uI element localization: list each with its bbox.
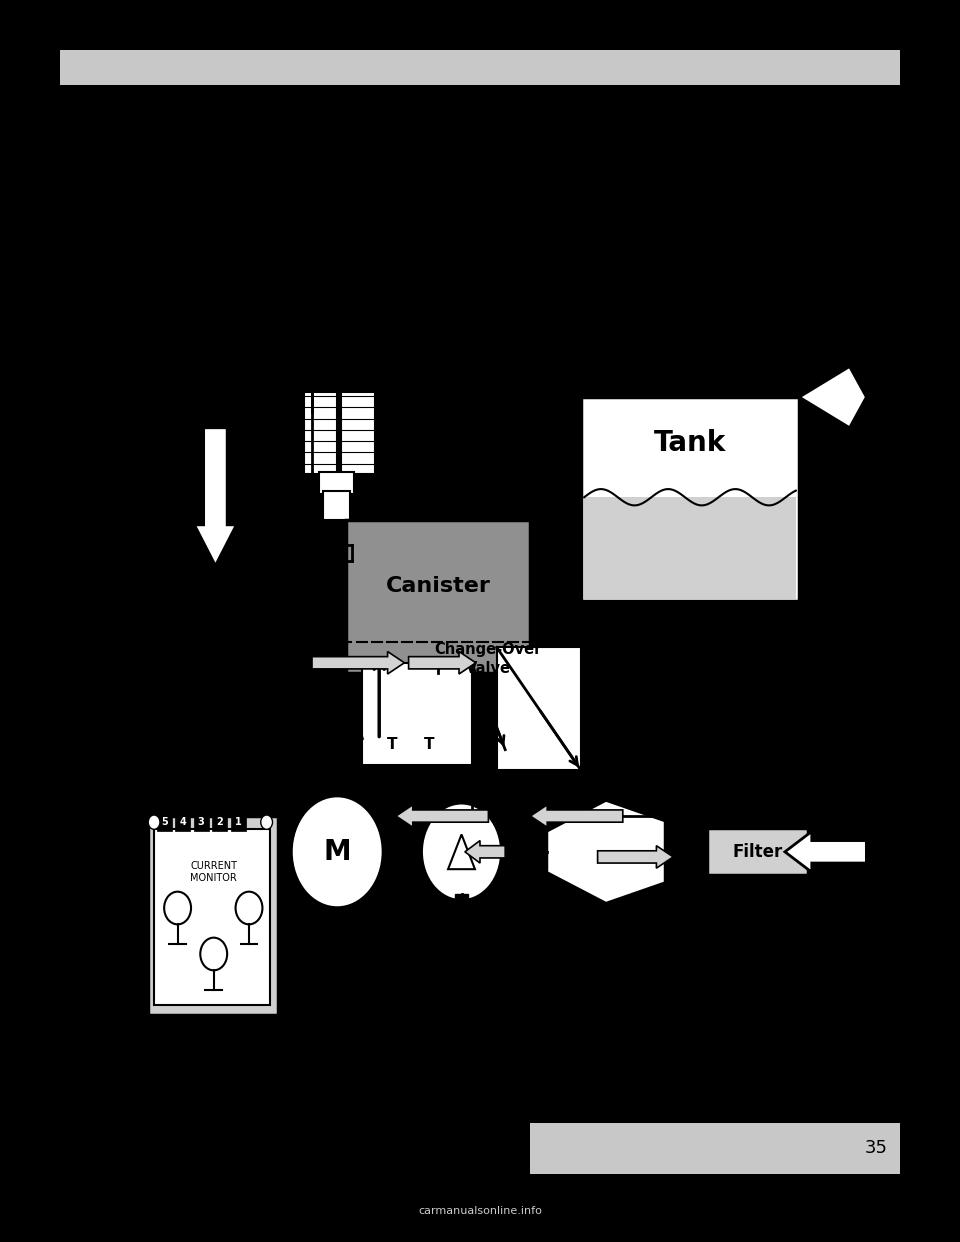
Polygon shape [799,366,866,427]
Text: 1: 1 [234,817,242,827]
Text: +: + [572,607,588,626]
Bar [581,397,799,601]
Text: Canister: Canister [386,576,491,596]
Bar [346,519,530,673]
Text: The ECM simultaneously monitors the pump motor current flow . The motor current : The ECM simultaneously monitors the pump… [75,224,960,302]
Circle shape [223,432,233,445]
Text: carmanualsonline.info: carmanualsonline.info [418,1206,542,1216]
Circle shape [261,815,273,830]
Bar [148,816,278,1015]
Polygon shape [448,835,475,869]
Bar [156,814,172,831]
Bar [323,491,349,519]
Bar [175,814,190,831]
Circle shape [291,796,383,908]
Bar [60,50,900,86]
Circle shape [235,892,262,924]
FancyArrow shape [312,652,404,674]
Bar [455,894,468,908]
Text: Engine: Engine [148,499,217,517]
Bar [230,814,246,831]
Bar [680,905,684,910]
Text: T: T [424,737,435,751]
Text: Purge
Valve: Purge Valve [337,356,386,390]
Circle shape [421,802,502,900]
Bar [319,472,354,494]
Text: Tank: Tank [654,428,726,457]
Text: 3: 3 [198,817,204,827]
Circle shape [164,892,191,924]
FancyArrow shape [409,652,476,674]
Bar [707,828,807,876]
Text: T: T [387,737,397,751]
FancyArrow shape [597,846,673,868]
Bar [530,1123,900,1174]
FancyArrow shape [465,841,505,863]
Bar [680,641,684,645]
Text: Fresh Air: Fresh Air [791,888,875,905]
Text: 35: 35 [864,1139,887,1158]
Text: 2: 2 [216,817,223,827]
Text: 0.5mm
Reference
Orifice: 0.5mm Reference Orifice [184,714,248,759]
Text: M: M [324,838,351,866]
Text: Electric
Motor LDP: Electric Motor LDP [694,642,780,676]
Text: CURRENT
MONITOR: CURRENT MONITOR [190,861,237,883]
Bar [194,814,208,831]
Text: PHASE 1 -  REFERENCE MEASUREMENT: PHASE 1 - REFERENCE MEASUREMENT [75,142,423,160]
Bar [584,497,796,600]
Text: Filter: Filter [732,843,782,861]
Polygon shape [547,801,664,903]
Circle shape [148,815,160,830]
Bar [264,641,268,645]
Bar [268,683,292,765]
Text: +: + [328,566,345,585]
Text: The ECM  activates the pump motor.  The pump pulls air from the filtered air inl: The ECM activates the pump motor. The pu… [75,173,960,209]
Text: 5: 5 [160,817,168,827]
Text: Change-Over
Valve: Change-Over Valve [435,642,542,676]
Bar [303,392,337,473]
Bar [154,830,270,1005]
FancyArrow shape [194,427,236,565]
Bar [497,647,581,770]
FancyArrow shape [530,805,623,827]
FancyArrow shape [396,805,489,827]
Circle shape [590,656,602,669]
Circle shape [201,938,228,970]
Bar [342,392,375,473]
Text: 4: 4 [180,817,186,827]
Text: Pump: Pump [437,913,486,928]
Bar [212,814,228,831]
Text: Throttle
Plate: Throttle Plate [148,376,211,407]
Bar [178,376,184,622]
Bar [264,905,268,910]
FancyArrow shape [785,831,866,872]
Text: LEAK DIAGNOSIS TEST: LEAK DIAGNOSIS TEST [75,111,346,135]
Bar [362,663,471,765]
